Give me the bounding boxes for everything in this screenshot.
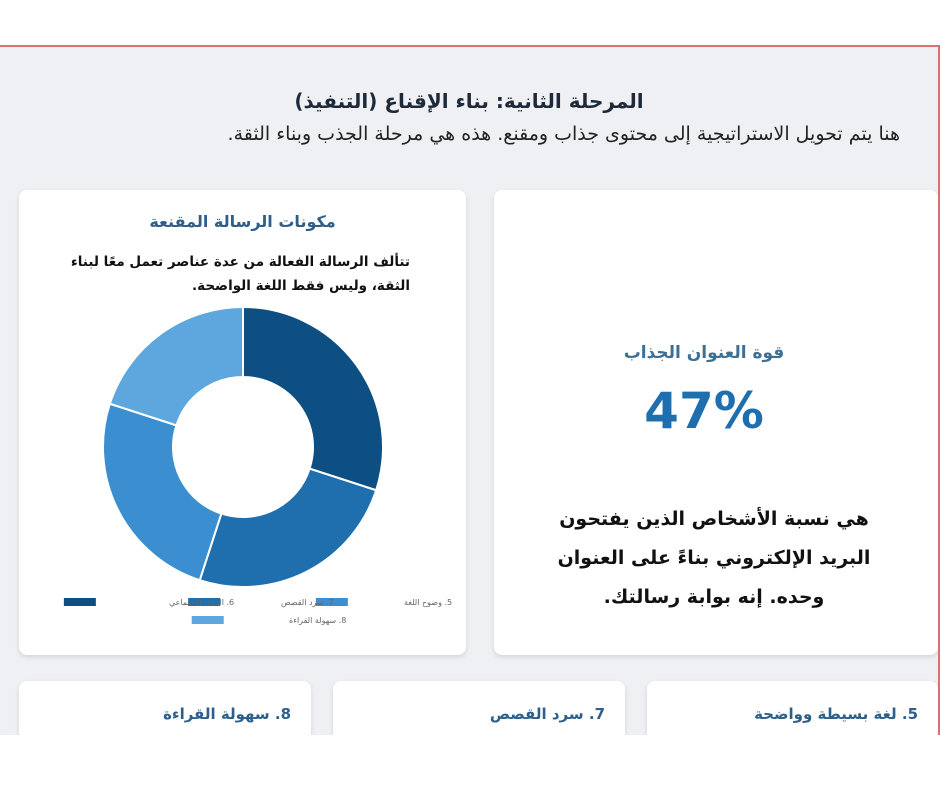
page-subtitle: هنا يتم تحويل الاستراتيجية إلى محتوى جذا… xyxy=(227,123,900,145)
bottom-card-label: 5. لغة بسيطة وواضحة xyxy=(754,705,918,723)
legend-swatch xyxy=(191,616,224,624)
legend-item[interactable]: 8. سهولة القراءة xyxy=(191,616,347,625)
legend-swatch xyxy=(188,598,221,606)
legend-swatch xyxy=(315,598,348,606)
chart-title: مكونات الرسالة المقنعة xyxy=(149,212,336,231)
page-frame: المرحلة الثانية: بناء الإقناع (التنفيذ) … xyxy=(0,45,940,735)
donut-slice[interactable] xyxy=(108,305,244,427)
bottom-card-clarity: 5. لغة بسيطة وواضحة xyxy=(647,681,938,735)
bottom-card-label: 7. سرد القصص xyxy=(489,705,605,723)
donut-slice[interactable] xyxy=(102,402,223,582)
legend-item[interactable]: 5. وضوح اللغة xyxy=(315,598,452,607)
legend-swatch xyxy=(63,598,96,606)
bottom-card-readability: 8. سهولة القراءة xyxy=(19,681,311,735)
chart-description: تتألف الرسالة الفعالة من عدة عناصر تعمل … xyxy=(70,254,410,294)
bottom-card-label: 8. سهولة القراءة xyxy=(163,705,291,723)
stat-card: قوة العنوان الجذاب 47% هي نسبة الأشخاص ا… xyxy=(494,190,938,655)
chart-card: مكونات الرسالة المقنعة تتألف الرسالة الف… xyxy=(19,190,466,655)
legend-item[interactable]: 6. الدليل الاجتماعي xyxy=(63,598,234,607)
legend-label: 6. الدليل الاجتماعي xyxy=(169,598,234,607)
bottom-card-storytelling: 7. سرد القصص xyxy=(333,681,625,735)
stat-description: هي نسبة الأشخاص الذين يفتحون البريد الإل… xyxy=(557,508,871,608)
stat-value: 47% xyxy=(644,382,764,440)
donut-chart: 5. وضوح اللغة 7. سرد القصص 6. الدليل الاجت… xyxy=(63,305,452,625)
legend-label: 8. سهولة القراءة xyxy=(289,616,346,625)
donut-slice[interactable] xyxy=(198,467,378,588)
donut-slice[interactable] xyxy=(242,305,384,492)
legend-label: 5. وضوح اللغة xyxy=(404,598,452,607)
legend-label: 7. سرد القصص xyxy=(281,598,334,607)
page-title: المرحلة الثانية: بناء الإقناع (التنفيذ) xyxy=(294,89,644,113)
legend-item[interactable]: 7. سرد القصص xyxy=(188,598,334,607)
stat-label: قوة العنوان الجذاب xyxy=(623,343,785,363)
